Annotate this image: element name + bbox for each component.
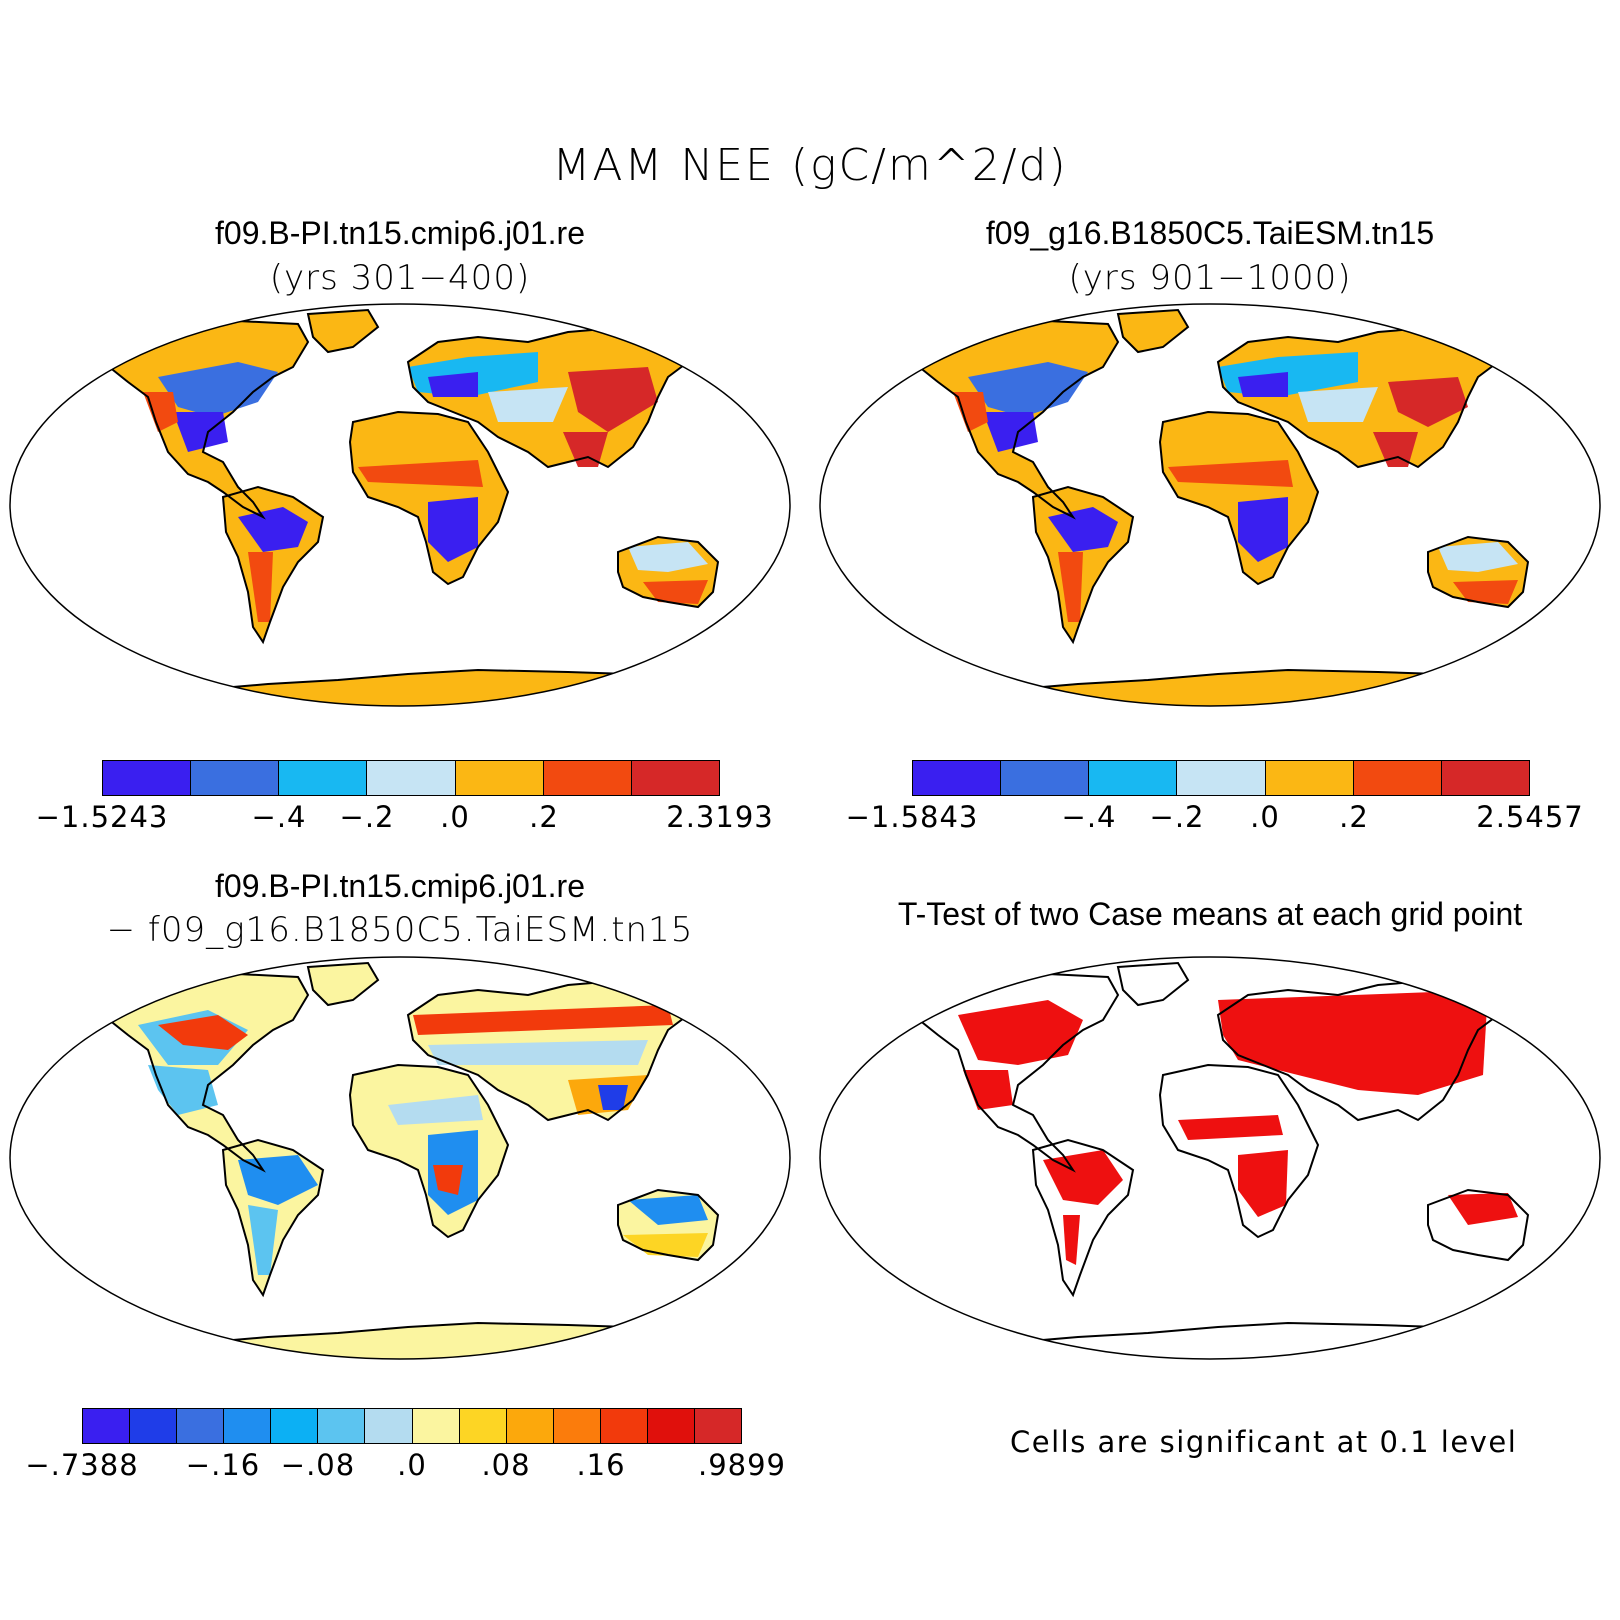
panel3-title: f09.B-PI.tn15.cmip6.j01.re <box>215 868 585 904</box>
panel2-tick: −.2 <box>1149 800 1205 834</box>
colorbar-swatch <box>913 761 1002 795</box>
panel3-tick: .9899 <box>697 1448 787 1482</box>
colorbar-swatch <box>367 761 456 795</box>
colorbar-swatch <box>365 1409 413 1443</box>
colorbar-swatch <box>543 761 632 795</box>
colorbar-swatch <box>1089 761 1178 795</box>
panel2-subtitle: (yrs 901−1000) <box>1068 258 1352 298</box>
panel1-tick: .2 <box>529 800 559 834</box>
panel4-map <box>819 956 1601 1360</box>
panel3-tick: −.08 <box>280 1448 356 1482</box>
colorbar-swatch <box>600 1409 648 1443</box>
colorbar-swatch <box>103 761 192 795</box>
panel3-patterns <box>138 1005 708 1275</box>
panel4-title: T-Test of two Case means at each grid po… <box>897 896 1523 932</box>
panel4-significance <box>958 990 1518 1265</box>
colorbar-swatch <box>459 1409 507 1443</box>
panel2-patterns <box>953 352 1518 622</box>
panel3-subtitle: − f09_g16.B1850C5.TaiESM.tn15 <box>106 910 694 950</box>
colorbar-swatch <box>271 1409 319 1443</box>
colorbar-swatch <box>631 761 719 795</box>
colorbar-swatch <box>1001 761 1090 795</box>
panel1-tick: 2.3193 <box>666 800 774 834</box>
panel2-tick: .0 <box>1250 800 1280 834</box>
panel3-tick: .08 <box>481 1448 531 1482</box>
panel1-map <box>9 303 791 707</box>
panel3-colorbar <box>82 1408 742 1444</box>
colorbar-swatch <box>279 761 368 795</box>
colorbar-swatch <box>224 1409 272 1443</box>
colorbar-swatch <box>83 1409 131 1443</box>
colorbar-swatch <box>412 1409 460 1443</box>
colorbar-swatch <box>1353 761 1442 795</box>
panel2-tick: .2 <box>1339 800 1369 834</box>
panel1-title: f09.B-PI.tn15.cmip6.j01.re <box>215 215 585 251</box>
figure-title: MAM NEE (gC/m^2/d) <box>552 140 1068 191</box>
colorbar-swatch <box>455 761 544 795</box>
panel4-note: Cells are significant at 0.1 level <box>1010 1425 1518 1459</box>
colorbar-swatch <box>191 761 280 795</box>
panel3-tick: .16 <box>576 1448 626 1482</box>
colorbar-swatch <box>177 1409 225 1443</box>
colorbar-swatch <box>130 1409 178 1443</box>
panel3-tick: −.16 <box>185 1448 261 1482</box>
panel3-tick: .0 <box>397 1448 427 1482</box>
colorbar-swatch <box>1441 761 1529 795</box>
panel1-tick: −.4 <box>251 800 307 834</box>
panel1-subtitle: (yrs 301−400) <box>269 258 531 298</box>
colorbar-swatch <box>647 1409 696 1443</box>
panel2-tick: −.4 <box>1061 800 1117 834</box>
panel1-tick: .0 <box>440 800 470 834</box>
colorbar-swatch <box>1177 761 1266 795</box>
colorbar-swatch <box>318 1409 366 1443</box>
colorbar-swatch <box>506 1409 554 1443</box>
panel2-title: f09_g16.B1850C5.TaiESM.tn15 <box>985 215 1435 251</box>
colorbar-swatch <box>1265 761 1354 795</box>
colorbar-swatch <box>695 1409 742 1443</box>
panel1-colorbar <box>102 760 720 796</box>
panel1-tick: −.2 <box>339 800 395 834</box>
panel2-map <box>819 303 1601 707</box>
panel3-tick: −.7388 <box>25 1448 139 1482</box>
colorbar-swatch <box>553 1409 601 1443</box>
panel1-tick: −1.5243 <box>35 800 169 834</box>
panel1-patterns <box>143 352 708 622</box>
panel2-tick: 2.5457 <box>1476 800 1584 834</box>
panel3-map <box>9 956 791 1360</box>
panel2-tick: −1.5843 <box>845 800 979 834</box>
panel2-colorbar <box>912 760 1530 796</box>
